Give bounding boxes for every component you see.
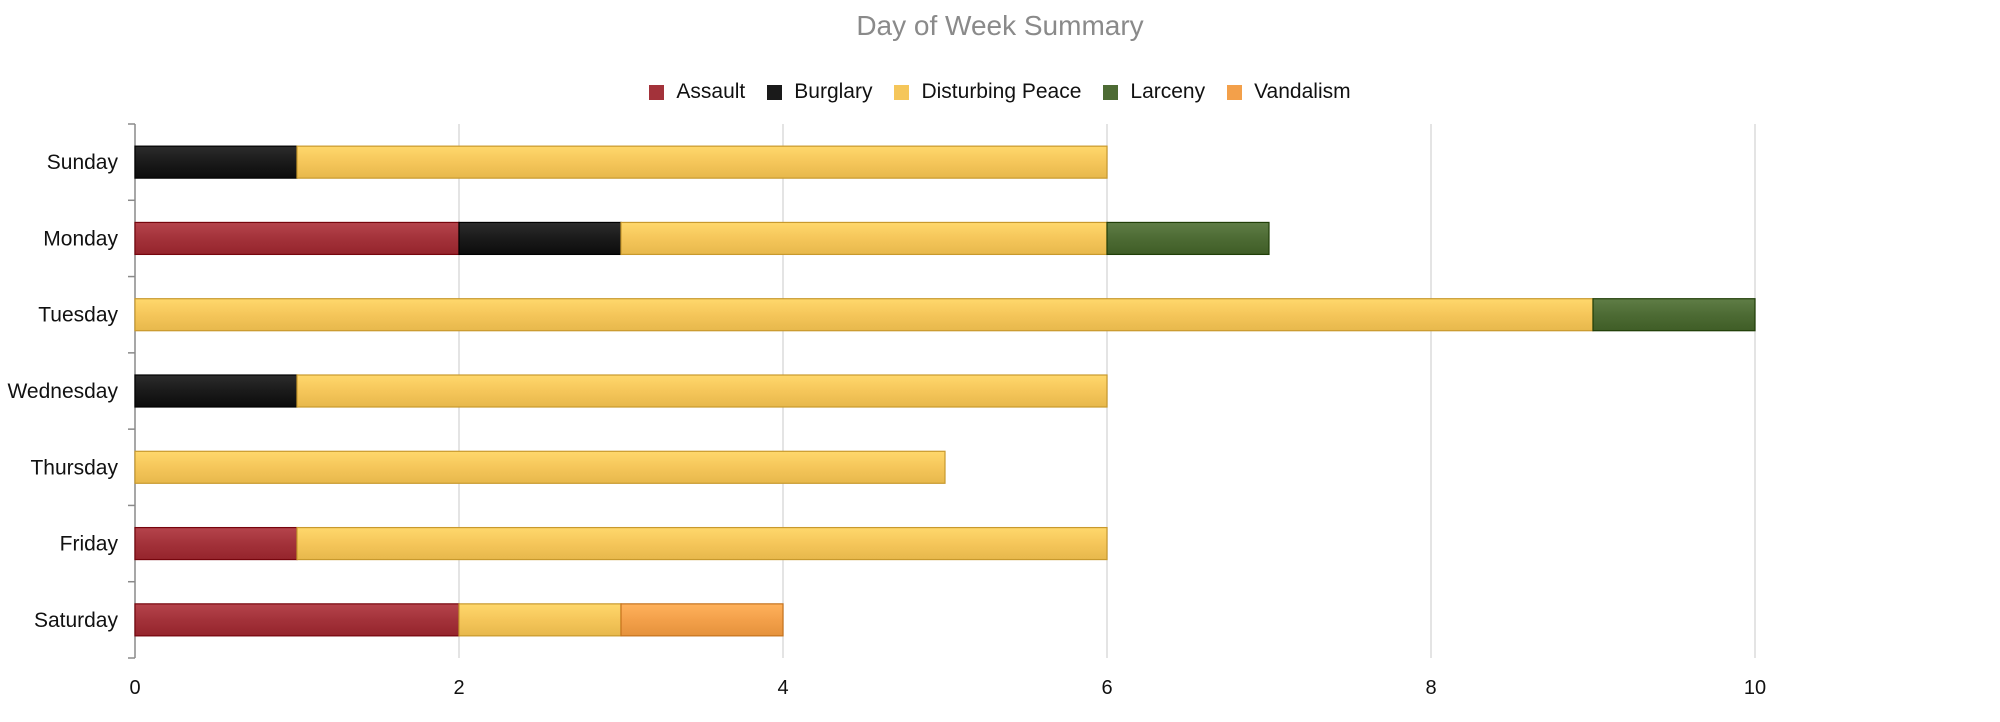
x-tick-label-0: 0 [129,677,140,699]
x-tick-label-4: 4 [777,677,788,699]
bar-saturday-assault [134,603,460,637]
legend-swatch-vandalism [1227,84,1243,100]
category-label-saturday: Saturday [34,609,119,632]
bar-wednesday-burglary [134,374,298,408]
legend-label-burglary: Burglary [794,80,873,103]
x-tick-label-6: 6 [1101,677,1112,699]
legend-swatch-larceny [1103,84,1119,100]
legend-item-disturbing-peace[interactable]: Disturbing Peace [894,80,1081,104]
legend-item-larceny[interactable]: Larceny [1103,80,1205,104]
legend-label-vandalism: Vandalism [1254,80,1351,103]
legend-swatch-burglary [767,84,783,100]
bar-saturday-vandalism [620,603,784,637]
legend-item-assault[interactable]: Assault [649,80,745,104]
legend-item-burglary[interactable]: Burglary [767,80,872,104]
bar-sunday-disturbing-peace [296,145,1108,179]
x-tick-label-2: 2 [453,677,464,699]
bar-friday-disturbing-peace [296,526,1108,561]
chart-title: Day of Week Summary [856,10,1144,41]
legend-item-vandalism[interactable]: Vandalism [1227,80,1351,104]
legend-label-disturbing-peace: Disturbing Peace [921,80,1082,103]
x-tick-label-10: 10 [1744,677,1766,699]
bar-wednesday-disturbing-peace [296,374,1108,408]
category-label-wednesday: Wednesday [7,380,118,403]
category-label-friday: Friday [60,533,119,556]
bar-monday-disturbing-peace [620,221,1108,256]
bar-friday-assault [134,526,298,561]
bar-tuesday-disturbing-peace [134,298,1594,332]
legend-swatch-assault [649,84,665,100]
bar-monday-larceny [1106,221,1270,256]
bar-saturday-disturbing-peace [458,603,622,637]
category-label-monday: Monday [43,227,118,250]
legend-label-assault: Assault [676,80,746,103]
chart-legend: Assault Burglary Disturbing Peace Larcen… [0,80,2000,104]
category-label-tuesday: Tuesday [38,304,118,327]
legend-label-larceny: Larceny [1130,80,1206,103]
bar-tuesday-larceny [1592,298,1756,332]
bar-monday-burglary [458,221,622,256]
bar-monday-assault [134,221,460,256]
bar-sunday-burglary [134,145,298,179]
bar-thursday-disturbing-peace [134,450,946,484]
x-tick-label-8: 8 [1425,677,1436,699]
legend-swatch-disturbing-peace [894,84,910,100]
category-label-thursday: Thursday [30,456,118,479]
category-label-sunday: Sunday [47,151,119,174]
